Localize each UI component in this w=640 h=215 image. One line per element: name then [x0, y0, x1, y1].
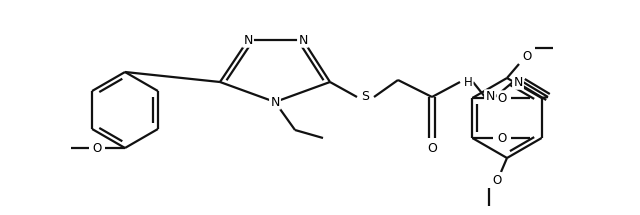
Text: O: O [522, 49, 532, 63]
Text: O: O [492, 174, 502, 186]
Text: N: N [243, 34, 253, 46]
Text: H: H [463, 75, 472, 89]
Text: S: S [361, 91, 369, 103]
Text: O: O [498, 92, 507, 104]
Text: N: N [270, 95, 280, 109]
Text: N: N [513, 75, 523, 89]
Text: O: O [92, 141, 102, 155]
Text: O: O [427, 141, 437, 155]
Text: O: O [498, 132, 507, 144]
Text: N: N [298, 34, 308, 46]
Text: N: N [485, 91, 495, 103]
